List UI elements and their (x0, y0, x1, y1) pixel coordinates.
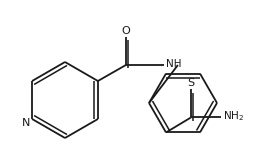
Text: S: S (188, 78, 194, 89)
Text: O: O (122, 26, 130, 36)
Text: NH$_2$: NH$_2$ (223, 110, 244, 123)
Text: NH: NH (166, 59, 181, 69)
Text: N: N (22, 118, 30, 128)
